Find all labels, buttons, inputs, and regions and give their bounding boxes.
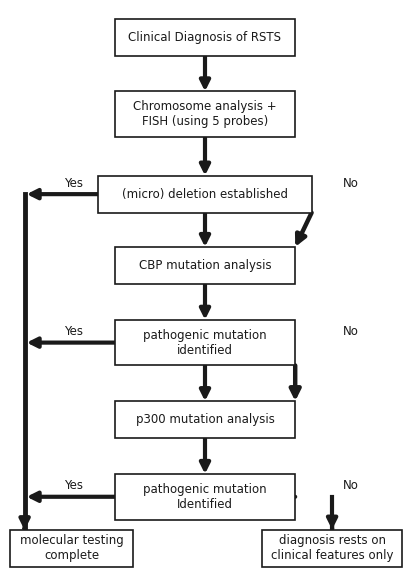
FancyBboxPatch shape xyxy=(10,530,133,566)
FancyBboxPatch shape xyxy=(115,18,294,55)
FancyBboxPatch shape xyxy=(115,320,294,365)
FancyBboxPatch shape xyxy=(98,175,311,212)
FancyBboxPatch shape xyxy=(115,247,294,284)
Text: (micro) deletion established: (micro) deletion established xyxy=(122,188,287,200)
FancyBboxPatch shape xyxy=(115,401,294,439)
Text: Yes: Yes xyxy=(64,176,83,190)
Text: molecular testing
complete: molecular testing complete xyxy=(20,534,124,562)
Text: Chromosome analysis +
FISH (using 5 probes): Chromosome analysis + FISH (using 5 prob… xyxy=(133,100,276,128)
Text: pathogenic mutation
identified: pathogenic mutation identified xyxy=(143,328,266,357)
FancyBboxPatch shape xyxy=(262,530,401,566)
Text: Yes: Yes xyxy=(64,325,83,338)
Text: p300 mutation analysis: p300 mutation analysis xyxy=(135,413,274,426)
Text: Yes: Yes xyxy=(64,479,83,492)
Text: CBP mutation analysis: CBP mutation analysis xyxy=(138,259,271,272)
Text: No: No xyxy=(342,325,357,338)
FancyBboxPatch shape xyxy=(115,91,294,137)
FancyBboxPatch shape xyxy=(115,474,294,520)
Text: diagnosis rests on
clinical features only: diagnosis rests on clinical features onl… xyxy=(270,534,392,562)
Text: Clinical Diagnosis of RSTS: Clinical Diagnosis of RSTS xyxy=(128,31,281,43)
Text: No: No xyxy=(342,479,357,492)
Text: No: No xyxy=(342,176,357,190)
Text: pathogenic mutation
Identified: pathogenic mutation Identified xyxy=(143,482,266,511)
